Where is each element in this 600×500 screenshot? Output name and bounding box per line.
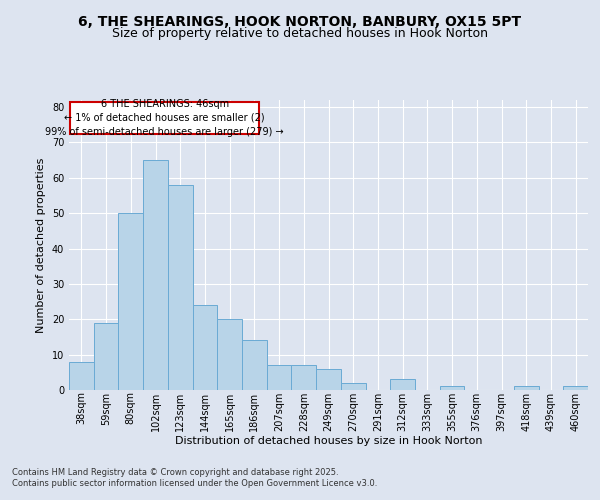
Bar — [242, 340, 267, 390]
Bar — [514, 386, 539, 390]
Bar — [94, 323, 118, 390]
Bar — [69, 362, 94, 390]
Bar — [193, 305, 217, 390]
Bar — [143, 160, 168, 390]
Bar — [267, 365, 292, 390]
Text: 6 THE SHEARINGS: 46sqm
← 1% of detached houses are smaller (2)
99% of semi-detac: 6 THE SHEARINGS: 46sqm ← 1% of detached … — [46, 98, 284, 136]
Bar — [292, 365, 316, 390]
Bar — [316, 369, 341, 390]
Y-axis label: Number of detached properties: Number of detached properties — [36, 158, 46, 332]
Text: 6, THE SHEARINGS, HOOK NORTON, BANBURY, OX15 5PT: 6, THE SHEARINGS, HOOK NORTON, BANBURY, … — [79, 16, 521, 30]
Text: Size of property relative to detached houses in Hook Norton: Size of property relative to detached ho… — [112, 28, 488, 40]
X-axis label: Distribution of detached houses by size in Hook Norton: Distribution of detached houses by size … — [175, 436, 482, 446]
Bar — [440, 386, 464, 390]
Bar — [217, 320, 242, 390]
FancyBboxPatch shape — [70, 102, 259, 134]
Bar — [118, 213, 143, 390]
Bar — [341, 383, 365, 390]
Bar — [563, 386, 588, 390]
Bar — [390, 380, 415, 390]
Bar — [168, 185, 193, 390]
Text: Contains HM Land Registry data © Crown copyright and database right 2025.
Contai: Contains HM Land Registry data © Crown c… — [12, 468, 377, 487]
